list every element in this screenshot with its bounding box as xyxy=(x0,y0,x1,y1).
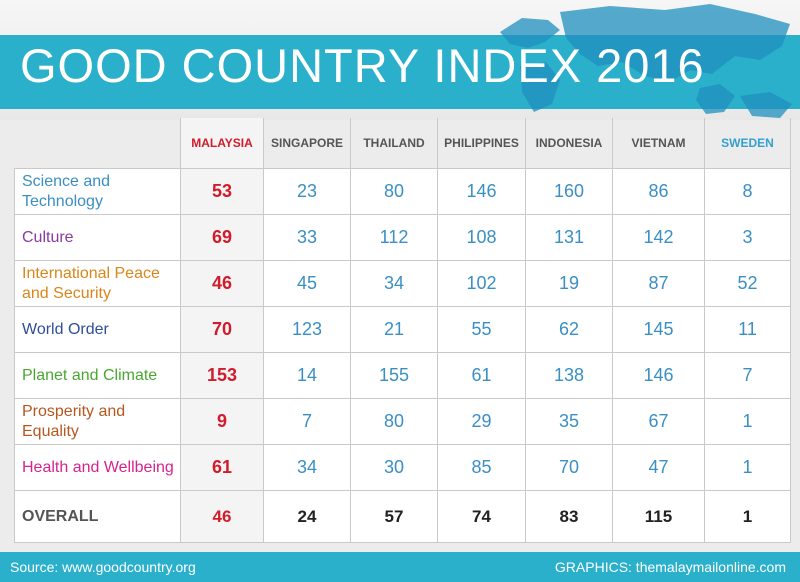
value-cell: 112 xyxy=(350,214,438,261)
value-cell: 67 xyxy=(612,398,705,445)
row-label: Science and Technology xyxy=(14,168,181,215)
world-map-graphic xyxy=(500,4,792,118)
table-row: Prosperity and Equality 9 7 80 29 35 67 1 xyxy=(14,398,791,445)
column-header: VIETNAM xyxy=(612,118,705,169)
page-title: GOOD COUNTRY INDEX 2016 xyxy=(20,39,705,92)
value-cell: 23 xyxy=(263,168,351,215)
source-credit: Source: www.goodcountry.org xyxy=(10,559,196,575)
index-table: MALAYSIA SINGAPORE THAILAND PHILIPPINES … xyxy=(14,118,791,543)
value-cell: 29 xyxy=(437,398,526,445)
table-row: Planet and Climate 153 14 155 61 138 146 7 xyxy=(14,352,791,399)
table-row: International Peace and Security 46 45 34 10… xyxy=(14,260,791,307)
value-cell: 46 xyxy=(180,260,264,307)
row-label: World Order xyxy=(14,306,181,353)
value-cell: 160 xyxy=(525,168,613,215)
value-cell: 69 xyxy=(180,214,264,261)
table-row: Health and Wellbeing 61 34 30 85 70 47 1 xyxy=(14,444,791,491)
table-row: Culture 69 33 112 108 131 142 3 xyxy=(14,214,791,261)
value-cell: 108 xyxy=(437,214,526,261)
value-cell: 46 xyxy=(180,490,264,543)
value-cell: 24 xyxy=(263,490,351,543)
row-label: OVERALL xyxy=(14,490,181,543)
value-cell: 146 xyxy=(612,352,705,399)
value-cell: 52 xyxy=(704,260,791,307)
value-cell: 145 xyxy=(612,306,705,353)
value-cell: 131 xyxy=(525,214,613,261)
column-header: SWEDEN xyxy=(704,118,791,169)
value-cell: 11 xyxy=(704,306,791,353)
value-cell: 85 xyxy=(437,444,526,491)
row-label: International Peace and Security xyxy=(14,260,181,307)
graphics-credit: GRAPHICS: themalaymailonline.com xyxy=(554,559,786,575)
value-cell: 1 xyxy=(704,398,791,445)
value-cell: 80 xyxy=(350,168,438,215)
value-cell: 146 xyxy=(437,168,526,215)
value-cell: 74 xyxy=(437,490,526,543)
value-cell: 155 xyxy=(350,352,438,399)
value-cell: 83 xyxy=(525,490,613,543)
row-label: Prosperity and Equality xyxy=(14,398,181,445)
value-cell: 14 xyxy=(263,352,351,399)
column-header: THAILAND xyxy=(350,118,438,169)
corner-cell xyxy=(14,118,181,169)
value-cell: 115 xyxy=(612,490,705,543)
value-cell: 34 xyxy=(263,444,351,491)
table-row: Science and Technology 53 23 80 146 160 86 8 xyxy=(14,168,791,215)
value-cell: 3 xyxy=(704,214,791,261)
value-cell: 1 xyxy=(704,444,791,491)
value-cell: 62 xyxy=(525,306,613,353)
value-cell: 57 xyxy=(350,490,438,543)
value-cell: 138 xyxy=(525,352,613,399)
value-cell: 8 xyxy=(704,168,791,215)
value-cell: 80 xyxy=(350,398,438,445)
row-label: Planet and Climate xyxy=(14,352,181,399)
header-row: MALAYSIA SINGAPORE THAILAND PHILIPPINES … xyxy=(14,118,791,169)
footer-bar: Source: www.goodcountry.org GRAPHICS: th… xyxy=(0,552,800,582)
overall-row: OVERALL 46 24 57 74 83 115 1 xyxy=(14,490,791,543)
value-cell: 21 xyxy=(350,306,438,353)
column-header: INDONESIA xyxy=(525,118,613,169)
value-cell: 9 xyxy=(180,398,264,445)
value-cell: 123 xyxy=(263,306,351,353)
value-cell: 45 xyxy=(263,260,351,307)
value-cell: 1 xyxy=(704,490,791,543)
value-cell: 53 xyxy=(180,168,264,215)
row-label: Culture xyxy=(14,214,181,261)
value-cell: 35 xyxy=(525,398,613,445)
value-cell: 33 xyxy=(263,214,351,261)
column-header: SINGAPORE xyxy=(263,118,351,169)
value-cell: 61 xyxy=(180,444,264,491)
value-cell: 19 xyxy=(525,260,613,307)
column-header: MALAYSIA xyxy=(180,118,264,169)
value-cell: 55 xyxy=(437,306,526,353)
value-cell: 86 xyxy=(612,168,705,215)
table-row: World Order 70 123 21 55 62 145 11 xyxy=(14,306,791,353)
value-cell: 70 xyxy=(180,306,264,353)
row-label: Health and Wellbeing xyxy=(14,444,181,491)
value-cell: 153 xyxy=(180,352,264,399)
column-header: PHILIPPINES xyxy=(437,118,526,169)
value-cell: 7 xyxy=(704,352,791,399)
value-cell: 30 xyxy=(350,444,438,491)
value-cell: 87 xyxy=(612,260,705,307)
value-cell: 47 xyxy=(612,444,705,491)
value-cell: 70 xyxy=(525,444,613,491)
value-cell: 102 xyxy=(437,260,526,307)
value-cell: 34 xyxy=(350,260,438,307)
value-cell: 7 xyxy=(263,398,351,445)
value-cell: 142 xyxy=(612,214,705,261)
value-cell: 61 xyxy=(437,352,526,399)
